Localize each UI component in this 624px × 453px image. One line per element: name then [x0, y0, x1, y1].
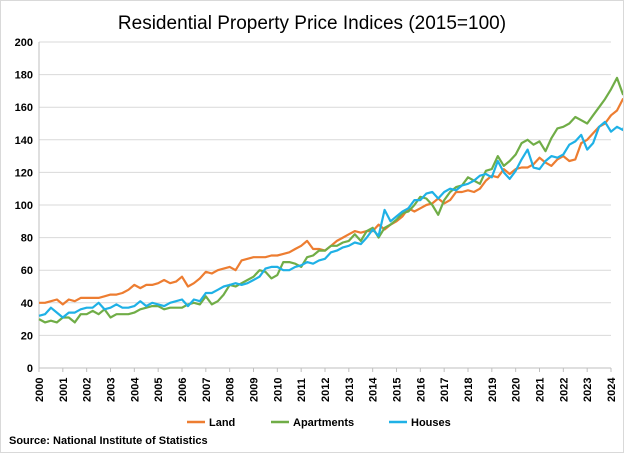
series-lines — [39, 71, 623, 322]
x-tick-label: 2004 — [129, 377, 141, 402]
x-tick-label: 2013 — [344, 378, 356, 402]
x-tick-label: 2024 — [606, 377, 618, 402]
x-tick-label: 2011 — [296, 378, 308, 402]
x-tick-label: 2010 — [272, 378, 284, 402]
legend-label-houses: Houses — [411, 417, 451, 429]
x-tick-label: 2000 — [34, 378, 46, 402]
y-tick-label: 160 — [15, 102, 33, 114]
x-tick-label: 2002 — [82, 378, 94, 402]
series-line-land — [39, 71, 623, 304]
y-tick-label: 60 — [21, 265, 33, 277]
x-tick-label: 2020 — [511, 378, 523, 402]
source-note: Source: National Institute of Statistics — [9, 435, 208, 447]
x-tick-label: 2001 — [58, 378, 70, 402]
legend-label-apartments: Apartments — [293, 417, 354, 429]
x-tick-label: 2023 — [582, 378, 594, 402]
x-tick-label: 2016 — [415, 378, 427, 402]
y-tick-label: 200 — [15, 37, 33, 49]
x-tick-label: 2015 — [392, 378, 404, 402]
y-tick-label: 0 — [27, 363, 33, 375]
series-line-apartments — [39, 78, 623, 323]
x-tick-label: 2012 — [320, 378, 332, 402]
x-tick-label: 2021 — [535, 378, 547, 402]
y-tick-label: 180 — [15, 70, 33, 82]
y-tick-label: 140 — [15, 135, 33, 147]
x-tick-label: 2014 — [368, 377, 380, 402]
x-axis-ticks: 2000 2001 2002 2003 2004 2005 2006 2007 2008 2009… — [34, 377, 618, 402]
y-tick-label: 40 — [21, 298, 33, 310]
legend-label-land: Land — [209, 417, 235, 429]
x-tick-label: 2008 — [225, 378, 237, 402]
y-tick-label: 120 — [15, 167, 33, 179]
series-line-houses — [39, 83, 623, 318]
x-tick-label: 2003 — [106, 378, 118, 402]
x-tick-label: 2017 — [439, 378, 451, 402]
x-tick-label: 2007 — [201, 378, 213, 402]
x-tick-label: 2009 — [249, 378, 261, 402]
legend: Land Apartments Houses — [187, 417, 451, 429]
y-tick-label: 100 — [15, 200, 33, 212]
x-tick-label: 2006 — [177, 378, 189, 402]
x-tick-label: 2022 — [558, 378, 570, 402]
x-tick-label: 2018 — [463, 378, 475, 402]
axes — [39, 42, 611, 372]
x-tick-label: 2019 — [487, 378, 499, 402]
y-tick-label: 80 — [21, 233, 33, 245]
y-axis-ticks: 0 20 40 60 80 100 120 140 160 180 200 — [15, 37, 33, 375]
chart-title: Residential Property Price Indices (2015… — [118, 13, 506, 34]
x-tick-label: 2005 — [153, 378, 165, 402]
y-tick-label: 20 — [21, 330, 33, 342]
